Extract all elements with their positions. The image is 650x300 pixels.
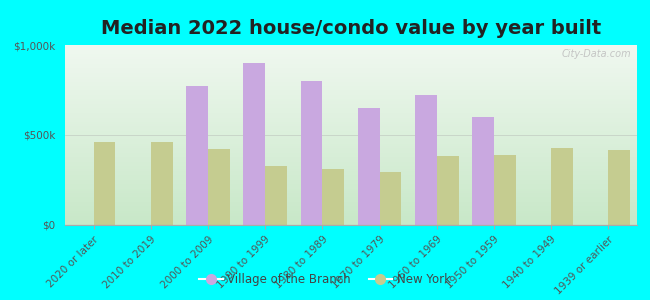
Bar [551,148,573,225]
Bar [301,81,322,225]
Bar [187,85,208,225]
Bar [244,63,265,225]
Bar [415,94,437,225]
Bar [494,155,515,225]
Title: Median 2022 house/condo value by year built: Median 2022 house/condo value by year bu… [101,19,601,38]
Bar [208,149,229,225]
Legend: Village of the Branch, New York: Village of the Branch, New York [194,269,456,291]
Bar [437,156,458,225]
Bar [358,108,380,225]
Bar [94,142,115,225]
Text: City-Data.com: City-Data.com [562,49,631,58]
Bar [473,117,494,225]
Bar [380,172,401,225]
Bar [151,142,172,225]
Bar [322,169,344,225]
Bar [608,150,630,225]
Bar [265,166,287,225]
